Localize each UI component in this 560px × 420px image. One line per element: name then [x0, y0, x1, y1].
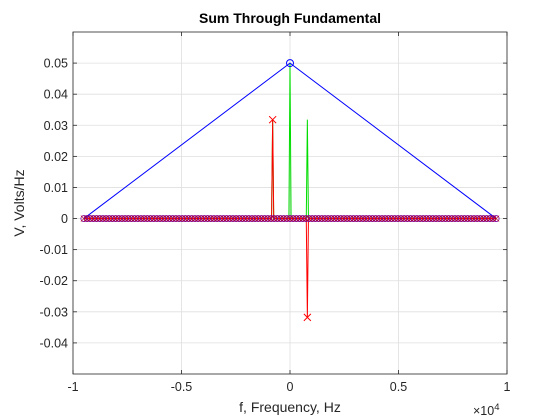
- y-axis-label: V, Volts/Hz: [11, 169, 27, 236]
- x-tick-label: 1: [504, 380, 511, 394]
- y-tick-label: -0.03: [40, 305, 69, 319]
- ticks: -1 -0.5 0 0.5 1 -0.04 -0.03 -0.02 -0.01 0 0.01 0.02…: [40, 32, 511, 394]
- baseline-marker: [492, 215, 500, 222]
- chart-title: Sum Through Fundamental: [199, 10, 381, 26]
- series-2-line: [83, 62, 497, 219]
- y-tick-label: 0.05: [44, 57, 68, 71]
- y-tick-label: 0.04: [44, 88, 68, 102]
- x-tick-label: 0.5: [390, 380, 407, 394]
- series-1-point: [303, 313, 312, 322]
- x-tick-label: 0: [287, 380, 294, 394]
- y-tick-label: 0.03: [44, 119, 68, 133]
- x-tick-label: -1: [67, 380, 78, 394]
- x-tick-label: -0.5: [171, 380, 193, 394]
- y-tick-label: 0.01: [44, 181, 68, 195]
- series-2-point: [286, 59, 294, 68]
- y-tick-label: -0.01: [40, 243, 69, 257]
- series-markers: [80, 59, 500, 322]
- x-axis-label: f, Frequency, Hz: [239, 399, 341, 415]
- y-tick-label: -0.02: [40, 274, 69, 288]
- y-tick-label: -0.04: [40, 336, 69, 350]
- y-tick-label: 0.02: [44, 150, 68, 164]
- y-tick-label: 0: [61, 212, 68, 226]
- series-1-point: [268, 115, 277, 124]
- x-axis-exponent: ×104: [473, 402, 500, 419]
- baseline-x-marker: [492, 215, 500, 222]
